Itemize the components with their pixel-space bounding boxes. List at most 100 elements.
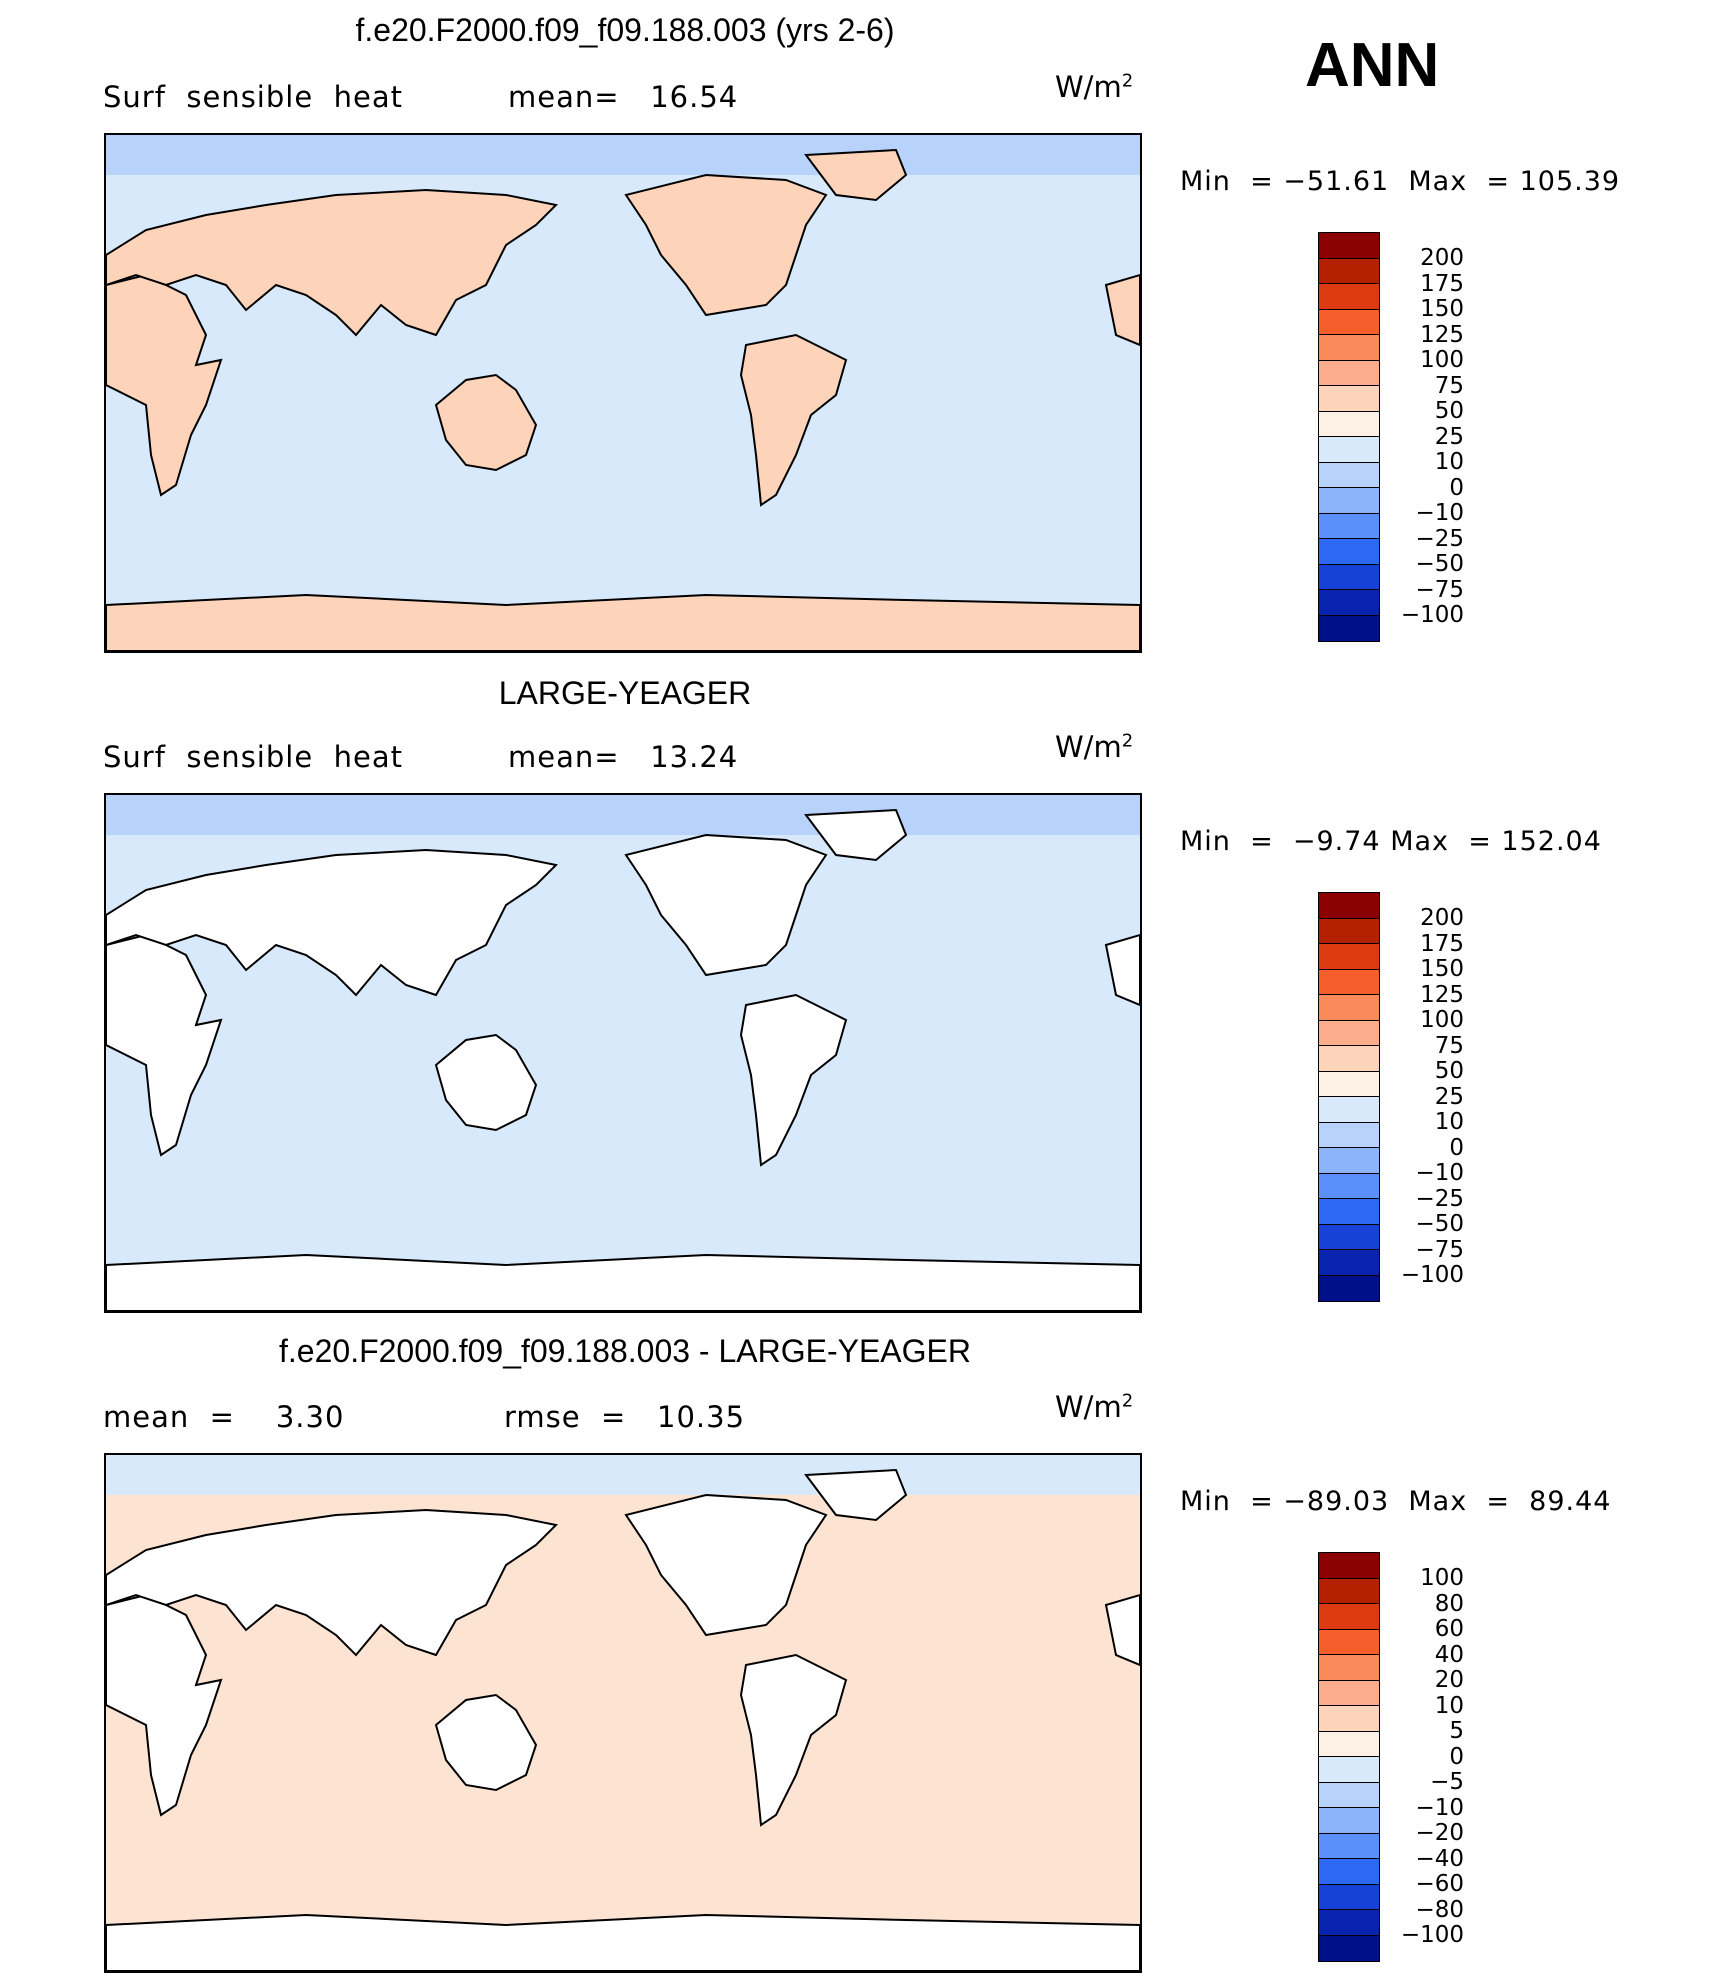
colorbar-tick-label: 75 xyxy=(1434,372,1464,399)
colorbar-tick-label: 60 xyxy=(1434,1616,1464,1642)
colorbar-swatch xyxy=(1319,1578,1379,1604)
colorbar-swatch xyxy=(1319,258,1379,284)
colorbar-tick-label: −10 xyxy=(1415,500,1464,526)
colorbar-swatch xyxy=(1319,1655,1379,1681)
colorbar-tick-label: −20 xyxy=(1415,1820,1464,1846)
colorbar-swatch xyxy=(1319,1884,1379,1910)
colorbar-tick-label: 0 xyxy=(1449,1743,1464,1770)
colorbar-swatch xyxy=(1319,1833,1379,1859)
colorbar-swatch xyxy=(1319,335,1379,361)
colorbar-swatch xyxy=(1319,969,1379,995)
colorbar-tick-label: 0 xyxy=(1449,1134,1464,1161)
colorbar-swatch xyxy=(1319,1859,1379,1885)
mean-label-text: mean= xyxy=(508,80,620,114)
colorbar-tick-label: 100 xyxy=(1420,1007,1464,1033)
colorbar-tick-label: −25 xyxy=(1415,525,1464,552)
max-label: Max = xyxy=(1408,166,1510,197)
map-svg xyxy=(106,1455,1140,1971)
colorbar-swatch xyxy=(1319,944,1379,970)
colorbar-swatch xyxy=(1319,539,1379,565)
colorbar-tick-label: 5 xyxy=(1449,1718,1464,1744)
panel-title: f.e20.F2000.f09_f09.188.003 - LARGE-YEAG… xyxy=(279,1333,971,1369)
colorbar-tick-label: −75 xyxy=(1415,576,1464,603)
colorbar-swatch xyxy=(1319,437,1379,463)
colorbar-tick-label: 10 xyxy=(1434,1692,1464,1719)
colorbar-tick-label: 75 xyxy=(1434,1032,1464,1059)
colorbar-tick-label: 200 xyxy=(1420,905,1464,931)
colorbar-swatch xyxy=(1319,995,1379,1021)
max-value: 152.04 xyxy=(1501,826,1602,857)
continent xyxy=(106,1508,559,1657)
variable-label: Surf sensible heat xyxy=(103,80,403,114)
mean-value: 13.24 xyxy=(650,740,739,774)
colorbar-swatch xyxy=(1319,1604,1379,1630)
colorbar-swatch xyxy=(1319,284,1379,310)
colorbar-tick-label: 10 xyxy=(1434,449,1464,475)
continent xyxy=(1104,933,1140,1007)
colorbar-swatch xyxy=(1319,1173,1379,1199)
colorbar-swatch xyxy=(1319,386,1379,412)
colorbar-tick-label: 175 xyxy=(1420,930,1464,957)
colorbar-tick-label: −10 xyxy=(1415,1160,1464,1186)
mean-label: mean= 16.54 xyxy=(508,80,738,114)
colorbar-swatch xyxy=(1319,1122,1379,1148)
colorbar-tick-label: 25 xyxy=(1434,423,1464,450)
continent xyxy=(106,1593,223,1817)
colorbar-tick-label: 50 xyxy=(1434,1058,1464,1084)
colorbar-swatch xyxy=(1319,488,1379,514)
colorbar-tick-label: 25 xyxy=(1434,1083,1464,1110)
colorbar-swatch xyxy=(1319,918,1379,944)
min-value: −51.61 xyxy=(1283,166,1390,197)
arctic-band xyxy=(106,795,1140,835)
arctic-band xyxy=(106,1455,1140,1495)
colorbar-tick-label: 100 xyxy=(1420,347,1464,373)
colorbar-swatch xyxy=(1319,1020,1379,1046)
colorbar-swatch xyxy=(1319,1910,1379,1936)
continent xyxy=(106,1253,1140,1311)
colorbar-tick-label: −100 xyxy=(1400,1262,1464,1288)
min-label: Min = xyxy=(1180,826,1274,857)
colorbar-swatch xyxy=(1319,309,1379,335)
continent xyxy=(804,148,908,202)
min-max-readout: Min = −89.03 Max = 89.44 xyxy=(1180,1486,1611,1517)
continent xyxy=(1104,273,1140,347)
colorbar-tick-label: 100 xyxy=(1420,1565,1464,1591)
colorbar-tick-label: −50 xyxy=(1415,551,1464,577)
continent xyxy=(434,1693,538,1792)
colorbar-swatch xyxy=(1319,411,1379,437)
continent xyxy=(739,333,848,507)
colorbar-tick-label: −60 xyxy=(1415,1871,1464,1897)
colorbar-swatch xyxy=(1319,1148,1379,1174)
colorbar-swatch xyxy=(1319,893,1379,919)
map-svg xyxy=(106,135,1140,651)
colorbar-swatch xyxy=(1319,1046,1379,1072)
colorbar-tick-label: 200 xyxy=(1420,245,1464,271)
continent xyxy=(106,933,223,1157)
colorbar-swatch xyxy=(1319,1935,1379,1961)
colorbar-swatch xyxy=(1319,1808,1379,1834)
colorbar xyxy=(1318,232,1380,642)
colorbar-swatch xyxy=(1319,1731,1379,1757)
units-label: W/m2 xyxy=(1055,1390,1133,1424)
colorbar-swatch xyxy=(1319,1097,1379,1123)
colorbar-swatch xyxy=(1319,1250,1379,1276)
colorbar-tick-label: 80 xyxy=(1434,1590,1464,1617)
colorbar-tick-label: −75 xyxy=(1415,1236,1464,1263)
colorbar-tick-label: 20 xyxy=(1434,1667,1464,1693)
units-exponent: 2 xyxy=(1121,70,1134,92)
max-label: Max = xyxy=(1390,826,1492,857)
mean-value: 3.30 xyxy=(275,1400,345,1434)
min-max-readout: Min = −51.61 Max = 105.39 xyxy=(1180,166,1620,197)
colorbar-swatch xyxy=(1319,462,1379,488)
mean-label-text: mean = xyxy=(103,1400,235,1434)
colorbar-tick-label: 125 xyxy=(1420,321,1464,348)
units-label: W/m2 xyxy=(1055,70,1133,104)
colorbar-tick-label: 175 xyxy=(1420,270,1464,297)
colorbar-tick-label: −100 xyxy=(1400,1922,1464,1948)
colorbar-swatch xyxy=(1319,360,1379,386)
rmse-label: rmse = 10.35 xyxy=(504,1400,745,1434)
min-label: Min = xyxy=(1180,1486,1274,1517)
continent xyxy=(624,833,828,977)
panel-title: f.e20.F2000.f09_f09.188.003 (yrs 2-6) xyxy=(355,12,895,48)
colorbar-tick-label: 125 xyxy=(1420,981,1464,1008)
